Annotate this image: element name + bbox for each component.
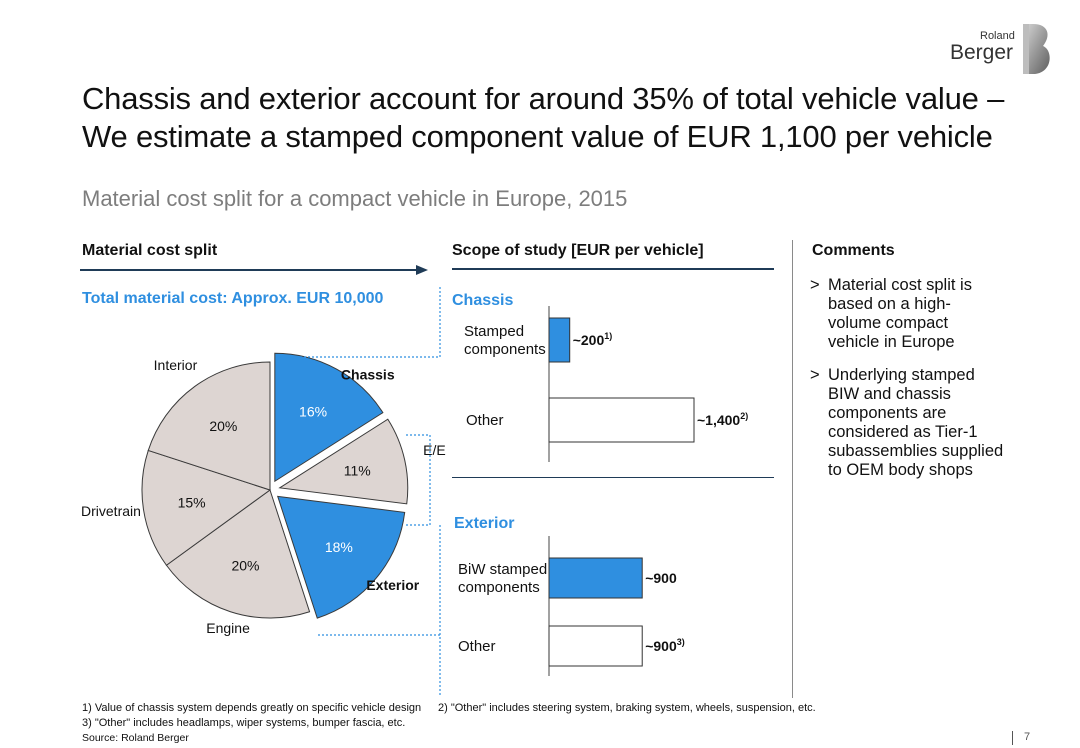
- scope-header-underline: [452, 268, 774, 270]
- pie-slice-ee: [278, 418, 409, 505]
- title-line-2: We estimate a stamped component value of…: [82, 119, 993, 154]
- footnote-2: 2) "Other" includes steering system, bra…: [438, 702, 816, 714]
- page-number: 7: [1024, 731, 1031, 743]
- pie-slice-interior: [147, 361, 271, 491]
- comment-bullet-icon: >: [810, 276, 820, 294]
- material-cost-split-header: Material cost split: [82, 242, 218, 259]
- chassis-other-label: Other: [466, 412, 504, 429]
- comments-header: Comments: [812, 242, 895, 259]
- pie-slice-chassis: [274, 352, 384, 483]
- header-arrow: [80, 265, 428, 275]
- page-subtitle: Material cost split for a compact vehicl…: [82, 186, 628, 211]
- page-title: Chassis and exterior account for around …: [82, 80, 1042, 156]
- pie-slice-drivetrain: [141, 449, 272, 566]
- pie-category-label: Exterior: [366, 577, 419, 593]
- chassis-bar-chart: ~2001) ~1,4002): [548, 306, 748, 462]
- title-line-1: Chassis and exterior account for around …: [82, 81, 1005, 116]
- pie-category-label: Interior: [154, 357, 198, 373]
- comment-line: subassemblies supplied: [828, 442, 1004, 460]
- exterior-section-title: Exterior: [454, 515, 515, 532]
- chassis-stamped-label: Stamped components: [464, 323, 546, 358]
- exterior-other-label: Other: [458, 638, 496, 655]
- bar-highlight: [548, 557, 643, 599]
- pie-slice-exterior: [276, 495, 406, 619]
- comment-line: volume compact: [828, 314, 949, 332]
- material-cost-pie-chart: 16% Chassis 11% E/E 18% Exterior 20% Engine 15% D…: [81, 352, 446, 636]
- bar-value-label: ~9003): [645, 637, 685, 654]
- pie-category-label: Drivetrain: [81, 503, 141, 519]
- comment-line: components are: [828, 404, 947, 422]
- comment-line: Underlying stamped: [828, 366, 975, 384]
- pie-slice-engine: [165, 489, 311, 619]
- comments-list: > Material cost split is based on a high-v…: [810, 276, 1040, 494]
- column-divider: [792, 240, 793, 698]
- comment-line: considered as Tier-1: [828, 423, 978, 441]
- footnote-1: 1) Value of chassis system depends great…: [82, 702, 422, 714]
- bar-value-label: ~1,4002): [697, 411, 748, 428]
- logo-b-mark: [1023, 24, 1050, 74]
- comment-line: BIW and chassis: [828, 385, 951, 403]
- chassis-section-title: Chassis: [452, 292, 514, 309]
- total-material-cost-label: Total material cost: Approx. EUR 10,000: [82, 290, 384, 307]
- comment-line: based on a high-: [828, 295, 951, 313]
- bar-highlight: [548, 317, 571, 363]
- logo-text-roland: Roland: [980, 30, 1015, 42]
- exterior-biw-label: BiW stamped components: [458, 561, 548, 596]
- bar-value-label: ~2001): [573, 331, 613, 348]
- pie-percent-label: 20%: [209, 418, 237, 434]
- comment-line: to OEM body shops: [828, 461, 973, 479]
- source-note: Source: Roland Berger: [82, 732, 189, 744]
- dotted-connectors: [280, 285, 441, 695]
- bar-value-label: ~900: [645, 570, 677, 586]
- comment-line: vehicle in Europe: [828, 333, 955, 351]
- middle-section-divider: [452, 477, 774, 478]
- pie-percent-label: 20%: [231, 557, 259, 573]
- pie-percent-label: 16%: [299, 404, 327, 420]
- exterior-bar-chart: ~900 ~9003): [548, 536, 685, 676]
- footnote-3: 3) "Other" includes headlamps, wiper sys…: [82, 717, 406, 729]
- comment-bullet-icon: >: [810, 366, 820, 384]
- pie-category-label: E/E: [423, 442, 446, 458]
- pie-percent-label: 18%: [325, 539, 353, 555]
- pie-percent-label: 15%: [178, 494, 206, 510]
- pie-category-label: Chassis: [341, 367, 395, 383]
- comment-item: > Material cost split is based on a high-v…: [810, 276, 1040, 352]
- scope-of-study-header: Scope of study [EUR per vehicle]: [452, 242, 704, 259]
- comment-item: > Underlying stamped BIW and chassis compon…: [810, 366, 1040, 480]
- bar-other: [548, 625, 643, 667]
- page-number-divider: [1012, 731, 1013, 745]
- logo-text-berger: Berger: [950, 41, 1014, 64]
- pie-percent-label: 11%: [344, 463, 371, 479]
- roland-berger-logo: Roland Berger: [946, 22, 1056, 78]
- comment-line: Material cost split is: [828, 276, 972, 294]
- bar-other: [548, 397, 695, 443]
- pie-category-label: Engine: [206, 620, 250, 636]
